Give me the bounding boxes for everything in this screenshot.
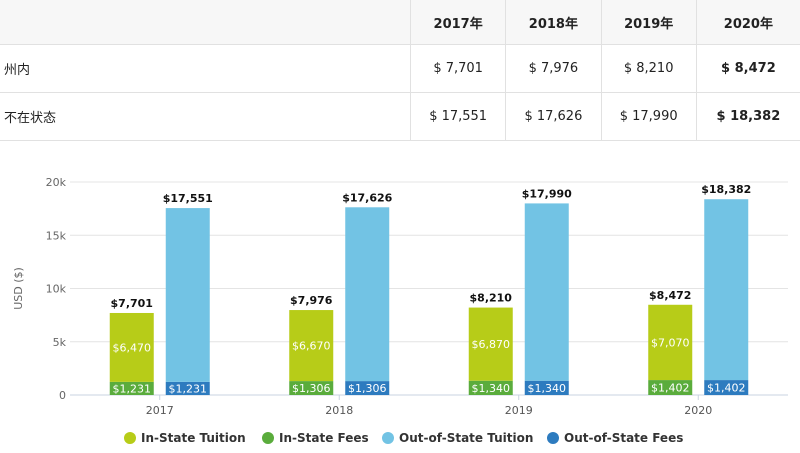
total-label: $8,472 xyxy=(649,289,691,302)
bar-segment xyxy=(524,203,569,381)
bar-segment xyxy=(345,381,390,395)
table-header-cell: 2018年 xyxy=(505,0,602,45)
total-label: $17,551 xyxy=(163,192,213,205)
row-label: 不在状态 xyxy=(0,92,411,141)
table-cell: $ 7,701 xyxy=(409,44,506,93)
bar-segment xyxy=(704,380,749,395)
bar-segment xyxy=(289,381,334,395)
segment-label: $1,340 xyxy=(528,382,567,395)
segment-label: $6,470 xyxy=(113,341,152,354)
table-row: 不在状态 $ 17,551 $ 17,626 $ 17,990 $ 18,382 xyxy=(0,92,800,141)
table-header-cell xyxy=(0,0,411,45)
x-tick-label: 2018 xyxy=(325,404,353,417)
bar-segment xyxy=(524,380,569,395)
legend-item-label: In-State Tuition xyxy=(141,431,246,445)
bar-segment xyxy=(109,312,154,382)
total-label: $17,626 xyxy=(342,191,392,204)
table-cell: $ 8,210 xyxy=(600,44,697,93)
y-tick-label: 10k xyxy=(46,283,67,296)
bar-segment xyxy=(109,381,154,395)
segment-label: $1,340 xyxy=(472,382,511,395)
legend-item-label: Out-of-State Tuition xyxy=(399,431,533,445)
table-header-cell: 2020年 xyxy=(695,0,800,45)
legend-item-label: In-State Fees xyxy=(279,431,369,445)
segment-label: $1,402 xyxy=(651,382,690,395)
y-tick-label: 15k xyxy=(46,229,67,242)
segment-label: $1,231 xyxy=(169,382,208,395)
bar-segment xyxy=(165,381,210,395)
y-tick-label: 0 xyxy=(59,389,66,402)
segment-label: $6,670 xyxy=(292,340,331,353)
table-cell: $ 18,382 xyxy=(695,92,800,141)
table-cell: $ 17,990 xyxy=(600,92,697,141)
total-label: $18,382 xyxy=(701,183,751,196)
legend-swatch xyxy=(262,432,274,444)
bar-segment xyxy=(345,207,390,382)
total-label: $8,210 xyxy=(470,292,513,305)
legend-item-label: Out-of-State Fees xyxy=(564,431,683,445)
segment-label: $1,231 xyxy=(113,382,152,395)
total-label: $17,990 xyxy=(522,187,572,200)
table-cell: $ 7,976 xyxy=(505,44,602,93)
bar-segment xyxy=(648,304,693,381)
x-tick-label: 2017 xyxy=(146,404,174,417)
bar-segment xyxy=(704,199,749,381)
legend-swatch xyxy=(547,432,559,444)
bar-segment xyxy=(648,380,693,395)
table-cell: $ 17,551 xyxy=(409,92,506,141)
x-tick-label: 2019 xyxy=(505,404,533,417)
bar-segment xyxy=(468,380,513,395)
table-header-cell: 2017年 xyxy=(409,0,506,45)
legend-swatch xyxy=(382,432,394,444)
segment-label: $1,306 xyxy=(292,382,331,395)
segment-label: $1,402 xyxy=(707,382,746,395)
table-header-row: 2017年 2018年 2019年 2020年 xyxy=(0,0,800,45)
table-row: 州内 $ 7,701 $ 7,976 $ 8,210 $ 8,472 xyxy=(0,44,800,93)
segment-label: $1,306 xyxy=(348,382,387,395)
bar-segment xyxy=(468,307,513,381)
table-cell: $ 8,472 xyxy=(695,44,800,93)
y-axis-label: USD ($) xyxy=(12,267,25,310)
legend-swatch xyxy=(124,432,136,444)
bar-segment xyxy=(165,208,210,382)
y-tick-label: 5k xyxy=(53,336,67,349)
total-label: $7,701 xyxy=(111,297,153,310)
bar-segment xyxy=(289,310,334,382)
tuition-table: 2017年 2018年 2019年 2020年 州内 $ 7,701 $ 7,9… xyxy=(0,0,800,141)
table-cell: $ 17,626 xyxy=(505,92,602,141)
y-tick-label: 20k xyxy=(46,176,67,189)
table-header-cell: 2019年 xyxy=(600,0,697,45)
total-label: $7,976 xyxy=(290,294,333,307)
row-label: 州内 xyxy=(0,44,411,93)
segment-label: $6,870 xyxy=(472,338,511,351)
tuition-chart: 0 5k 10k 15k 20k USD ($) 2017 $1,231 $6,470 $7,70… xyxy=(12,176,788,445)
segment-label: $7,070 xyxy=(651,336,690,349)
x-tick-label: 2020 xyxy=(684,404,712,417)
